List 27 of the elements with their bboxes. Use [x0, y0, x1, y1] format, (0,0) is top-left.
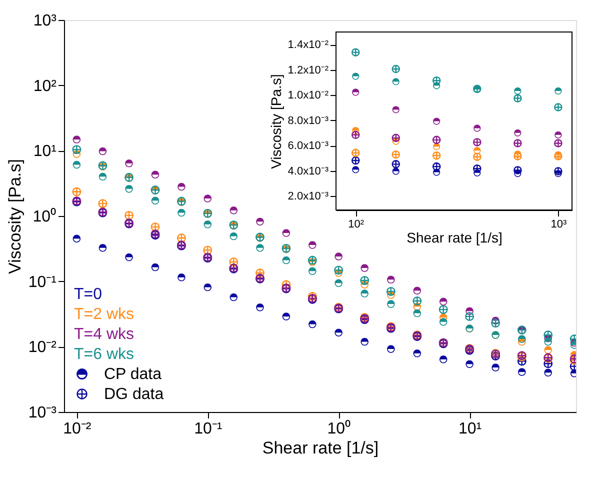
x-tick-label: 10⁰	[327, 420, 351, 438]
legend-label: DG data	[104, 386, 164, 403]
y-axis-title: Viscosity [Pa.s]	[5, 159, 24, 274]
y-tick-label: 10³	[33, 12, 58, 30]
legend-label: CP data	[104, 366, 162, 383]
y-tick-label: 10⁻²	[28, 339, 58, 356]
y-tick-label: 10⁻¹	[28, 274, 56, 291]
y-axis-title: Viscosity [Pa.s]	[268, 74, 284, 169]
x-axis-title: Shear rate [1/s]	[406, 230, 502, 246]
y-tick-label: 6.0x10⁻³	[288, 140, 329, 152]
x-tick-label: 10¹	[458, 420, 482, 438]
y-tick-label: 8.0x10⁻³	[288, 114, 329, 127]
y-tick-label: 10²	[33, 78, 58, 95]
x-tick-label: 10⁻¹	[194, 420, 222, 438]
annotation: T=0	[74, 286, 102, 303]
y-tick-label: 1.2x10⁻²	[288, 64, 329, 76]
annotation: T=2 wks	[74, 306, 134, 323]
y-tick-label: 1.0x10⁻²	[288, 90, 329, 102]
y-tick-label: 10¹	[33, 143, 56, 160]
annotation: T=4 wks	[74, 326, 134, 343]
x-tick-label: 10⁻²	[63, 420, 92, 438]
annotation: T=6 wks	[74, 346, 134, 363]
y-tick-label: 4.0x10⁻³	[288, 165, 329, 178]
y-tick-label: 1.4x10⁻²	[288, 39, 329, 52]
x-axis-title: Shear rate [1/s]	[262, 438, 379, 458]
y-tick-label: 2.0x10⁻³	[288, 190, 329, 203]
y-tick-label: 10⁻³	[28, 404, 58, 422]
